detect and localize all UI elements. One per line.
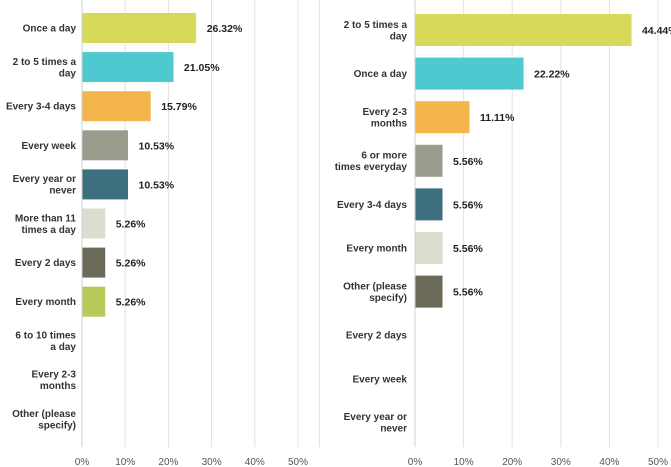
category-label: Every 2-3 months xyxy=(32,370,77,393)
data-label: 10.53% xyxy=(138,179,174,191)
category-label: Every year or never xyxy=(344,412,407,435)
category-label: Every week xyxy=(22,141,77,152)
bar xyxy=(82,247,106,278)
category-label: Every 2 days xyxy=(15,258,77,269)
category-label: 2 to 5 times a day xyxy=(344,20,408,43)
category-label: Other (please specify) xyxy=(12,409,76,432)
data-label: 11.11% xyxy=(480,112,515,124)
bar xyxy=(415,144,443,177)
category-label: 6 to 10 times a day xyxy=(15,331,76,354)
category-label: Every 2 days xyxy=(346,331,408,342)
x-tick-label: 30% xyxy=(551,457,571,467)
category-label: Every 2-3 months xyxy=(363,107,408,130)
data-label: 5.56% xyxy=(453,287,483,299)
bar xyxy=(82,169,128,200)
x-tick-label: 10% xyxy=(115,457,135,467)
data-label: 10.53% xyxy=(138,140,174,152)
category-label: Every month xyxy=(346,244,407,255)
chart-1: 0% 10% 20% 30% 40% 50% Once a day 26.32% 2 to 5 … xyxy=(6,0,321,467)
category-label: More than 11 times a day xyxy=(15,213,77,236)
bar xyxy=(415,57,524,90)
category-label: Once a day xyxy=(23,24,77,35)
category-label: 6 or more times everyday xyxy=(335,151,408,174)
category-label: Every 3-4 days xyxy=(337,200,407,211)
bar xyxy=(415,188,443,221)
category-label: Once a day xyxy=(354,69,408,80)
bar xyxy=(82,13,197,43)
x-tick-label: 30% xyxy=(202,457,222,467)
data-label: 22.22% xyxy=(534,69,570,81)
bar xyxy=(82,130,128,161)
data-label: 26.32% xyxy=(207,23,243,35)
data-label: 44.44% xyxy=(642,25,671,37)
bar xyxy=(82,208,106,239)
x-tick-label: 40% xyxy=(245,457,265,467)
x-tick-label: 50% xyxy=(648,457,668,467)
bar xyxy=(82,286,106,317)
category-label: Every week xyxy=(353,374,408,385)
data-label: 5.56% xyxy=(453,156,483,168)
data-label: 5.26% xyxy=(116,297,146,309)
x-tick-label: 0% xyxy=(408,457,423,467)
x-tick-label: 20% xyxy=(158,457,178,467)
data-label: 15.79% xyxy=(161,101,197,113)
x-tick-label: 40% xyxy=(599,457,619,467)
category-label: 2 to 5 times a day xyxy=(13,57,77,80)
category-label: Every 3-4 days xyxy=(6,102,76,113)
bar xyxy=(415,14,632,46)
x-tick-label: 10% xyxy=(454,457,474,467)
category-label: Other (please specify) xyxy=(343,281,407,304)
data-label: 5.56% xyxy=(453,199,483,211)
bar xyxy=(415,101,470,134)
data-label: 5.26% xyxy=(116,219,146,231)
bar xyxy=(82,52,174,83)
data-label: 21.05% xyxy=(184,62,220,74)
category-label: Every year or never xyxy=(13,174,76,197)
bar xyxy=(82,91,151,122)
category-label: Every month xyxy=(15,297,76,308)
x-tick-label: 20% xyxy=(502,457,522,467)
x-tick-label: 50% xyxy=(288,457,308,467)
data-label: 5.56% xyxy=(453,243,483,255)
data-label: 5.26% xyxy=(116,258,146,270)
bar xyxy=(415,275,443,308)
bar xyxy=(415,232,443,264)
x-tick-label: 0% xyxy=(75,457,90,467)
